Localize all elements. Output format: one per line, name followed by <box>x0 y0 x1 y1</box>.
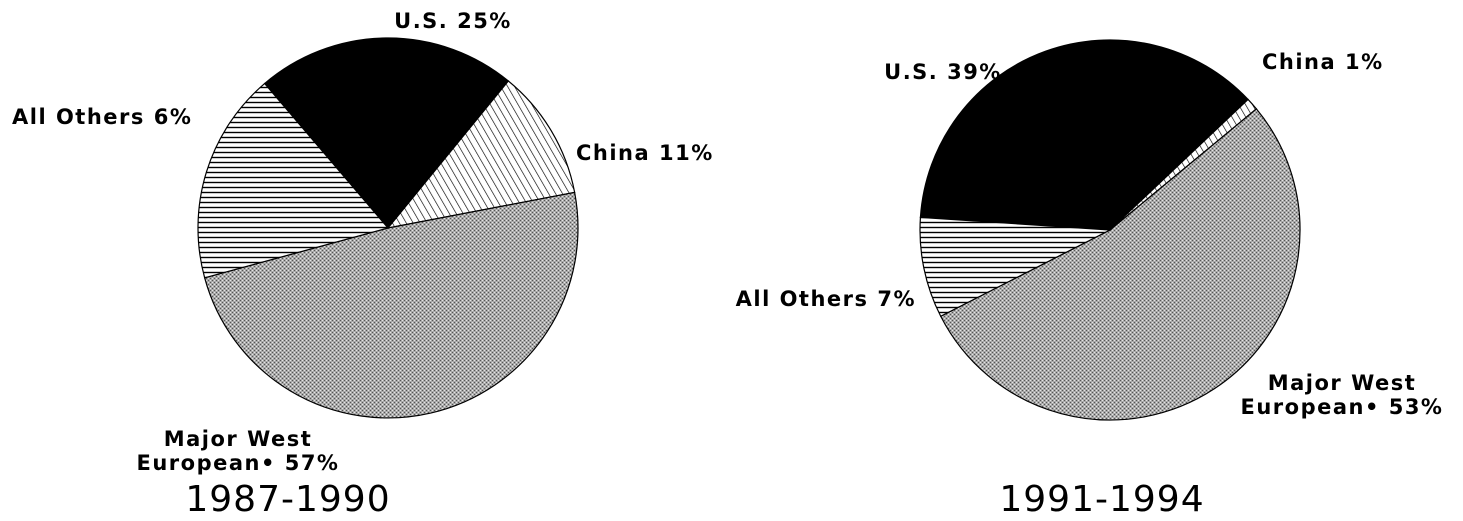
slice-label-line: All Others 7% <box>736 287 916 311</box>
slice-label-line: European• 57% <box>137 451 340 475</box>
pie-slice-u-s <box>263 37 510 229</box>
pie-slice-all-others <box>197 82 390 279</box>
slice-label-line: Major West <box>164 427 313 451</box>
slice-label-line: All Others 6% <box>12 105 192 129</box>
slice-label-line: European• 53% <box>1241 395 1444 419</box>
pie-slice-major-west-european <box>939 108 1301 421</box>
pie-slice-all-others <box>919 216 1113 318</box>
slice-label-china: China 11% <box>576 141 714 165</box>
period-label-1991-1994: 1991-1994 <box>999 479 1204 520</box>
period-label-1987-1990: 1987-1990 <box>185 479 390 520</box>
slice-label-major-west-european: Major West European• 53% <box>1241 371 1444 419</box>
pie-slice-u-s <box>919 39 1249 231</box>
pie-slice-major-west-european <box>203 191 579 419</box>
slice-label-line: U.S. 39% <box>884 60 1002 84</box>
slice-label-all-others: All Others 6% <box>12 105 192 129</box>
slice-label-line: China 1% <box>1262 50 1384 74</box>
slice-label-all-others: All Others 7% <box>736 287 916 311</box>
pie-chart-1987-1990: U.S. 25% China 11% Major West European• 57%… <box>12 9 714 475</box>
slice-label-major-west-european: Major West European• 57% <box>137 427 340 475</box>
slice-label-u-s: U.S. 39% <box>884 60 1002 84</box>
slice-label-u-s: U.S. 25% <box>394 9 512 33</box>
pie-chart-1991-1994: U.S. 39% China 1% Major West European• 53% A… <box>736 39 1444 421</box>
pie-slice-china <box>386 80 576 229</box>
slice-label-line: U.S. 25% <box>394 9 512 33</box>
slice-label-line: China 11% <box>576 141 714 165</box>
slice-label-line: Major West <box>1268 371 1417 395</box>
slice-label-china: China 1% <box>1262 50 1384 74</box>
